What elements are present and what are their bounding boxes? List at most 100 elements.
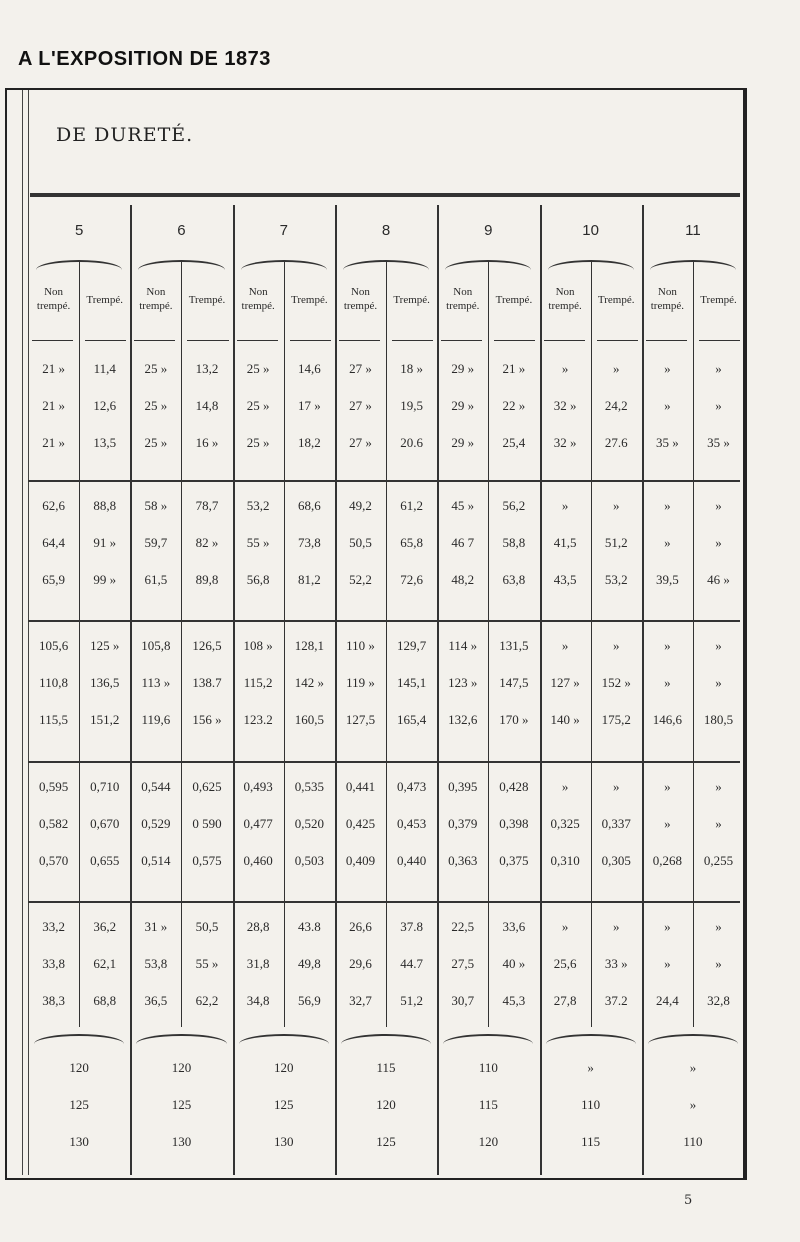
table-cell: 136,5 xyxy=(90,675,120,690)
bottom-cell: » xyxy=(689,1097,697,1112)
table-cell: 31 » xyxy=(144,919,168,934)
table-cell: 21 » xyxy=(42,361,65,376)
table-cell: 24,2 xyxy=(604,398,628,413)
sub-header-trempe: Trempé. xyxy=(700,294,737,306)
table-cell: 151,2 xyxy=(90,712,120,727)
table-cell: 27,8 xyxy=(553,993,577,1008)
group-brace xyxy=(36,260,123,270)
group-brace xyxy=(240,260,327,270)
sub-header-non-trempe: Non trempé. xyxy=(446,286,480,312)
table-cell: 125 » xyxy=(90,638,120,653)
table-cell: » xyxy=(715,361,722,376)
table-cell: 0,670 xyxy=(90,816,120,831)
header-underline xyxy=(645,340,687,341)
table-cell: 0,425 xyxy=(345,816,376,831)
table-cell: 119 » xyxy=(346,675,375,690)
table-cell: 50,5 xyxy=(349,535,372,550)
table-cell: » xyxy=(561,498,569,513)
header-underline xyxy=(441,340,483,341)
table-cell: 50,5 xyxy=(195,919,219,934)
bottom-cell: 110 xyxy=(478,1060,498,1075)
table-cell: 123 » xyxy=(448,675,478,690)
table-cell: 46 » xyxy=(707,572,730,587)
table-cell: 0,514 xyxy=(141,853,171,868)
table-cell: 27 » xyxy=(349,398,372,413)
table-cell: 82 » xyxy=(195,535,219,550)
bottom-brace xyxy=(545,1034,636,1044)
table-cell: 59,7 xyxy=(144,535,168,550)
bottom-cell: » xyxy=(587,1060,594,1075)
table-cell: 152 » xyxy=(601,675,631,690)
sub-header-non-trempe: Non trempé. xyxy=(343,286,378,312)
table-cell: 105,8 xyxy=(141,638,171,653)
table-cell: 129,7 xyxy=(396,638,427,653)
table-cell: 58 » xyxy=(144,498,168,513)
table-cell: 32 » xyxy=(553,435,577,450)
double-rule xyxy=(22,90,29,1175)
table-cell: 180,5 xyxy=(703,712,734,727)
table-cell: 36,5 xyxy=(144,993,168,1008)
table-cell: 11,4 xyxy=(93,361,116,376)
block-rule xyxy=(28,901,740,903)
table-cell: 119,6 xyxy=(141,712,171,727)
table-cell: 26,6 xyxy=(349,919,372,934)
table-cell: 40 » xyxy=(502,956,526,971)
table-cell: 160,5 xyxy=(294,712,324,727)
table-cell: 29 » xyxy=(451,361,475,376)
table-cell: 78,7 xyxy=(195,498,219,513)
table-cell: 0,655 xyxy=(90,853,120,868)
table-cell: 175,2 xyxy=(601,712,631,727)
table-cell: 12,6 xyxy=(93,398,117,413)
header-underline xyxy=(85,340,127,341)
table-cell: » xyxy=(561,638,569,653)
bottom-cell: 115 xyxy=(581,1134,601,1149)
table-cell: 37.2 xyxy=(604,993,628,1008)
table-cell: » xyxy=(612,498,620,513)
bottom-brace xyxy=(136,1034,227,1044)
table-cell: 21 » xyxy=(42,435,65,450)
header-underline xyxy=(289,340,331,341)
sub-header-non-trempe: Non trempé. xyxy=(36,286,71,312)
table-cell: » xyxy=(715,779,722,794)
table-cell: 52,2 xyxy=(349,572,372,587)
table-cell: » xyxy=(715,675,722,690)
table-cell: 32 » xyxy=(553,398,577,413)
table-cell: 48,2 xyxy=(451,572,475,587)
sub-divider xyxy=(386,262,388,1027)
table-cell: 145,1 xyxy=(396,675,427,690)
table-cell: 99 » xyxy=(93,572,117,587)
table-cell: 0,337 xyxy=(601,816,631,831)
table-cell: 37.8 xyxy=(400,919,423,934)
header-underline xyxy=(596,340,638,341)
sub-divider xyxy=(181,262,183,1027)
page-number: 5 xyxy=(684,1193,693,1208)
table-cell: 65,8 xyxy=(400,535,423,550)
table-cell: 18,2 xyxy=(297,435,321,450)
table-cell: 24,4 xyxy=(655,993,679,1008)
table-cell: 39,5 xyxy=(655,572,679,587)
table-cell: 0,535 xyxy=(294,779,324,794)
table-cell: 35 » xyxy=(707,435,730,450)
sub-header-trempe: Trempé. xyxy=(86,294,123,306)
sub-divider xyxy=(590,262,592,1027)
table-cell: 127,5 xyxy=(345,712,376,727)
sub-divider xyxy=(692,262,694,1027)
table-title: DE DURETÉ. xyxy=(56,124,194,146)
bottom-brace xyxy=(443,1034,534,1044)
bottom-cell: 130 xyxy=(273,1134,294,1149)
group-divider xyxy=(130,205,133,1175)
sub-header-trempe: Trempé. xyxy=(291,294,328,306)
header-underline xyxy=(392,340,434,341)
group-brace xyxy=(445,260,532,270)
table-cell: » xyxy=(612,638,620,653)
table-cell: 81,2 xyxy=(297,572,321,587)
table-cell: 16 » xyxy=(195,435,219,450)
table-cell: 43.8 xyxy=(297,919,321,934)
sub-header-non-trempe: Non trempé. xyxy=(650,286,685,312)
table-cell: 22,5 xyxy=(451,919,475,934)
table-cell: 0,544 xyxy=(141,779,171,794)
table-cell: 64,4 xyxy=(42,535,65,550)
table-cell: 0,325 xyxy=(550,816,580,831)
table-cell: 110,8 xyxy=(39,675,68,690)
bottom-brace xyxy=(238,1034,329,1044)
